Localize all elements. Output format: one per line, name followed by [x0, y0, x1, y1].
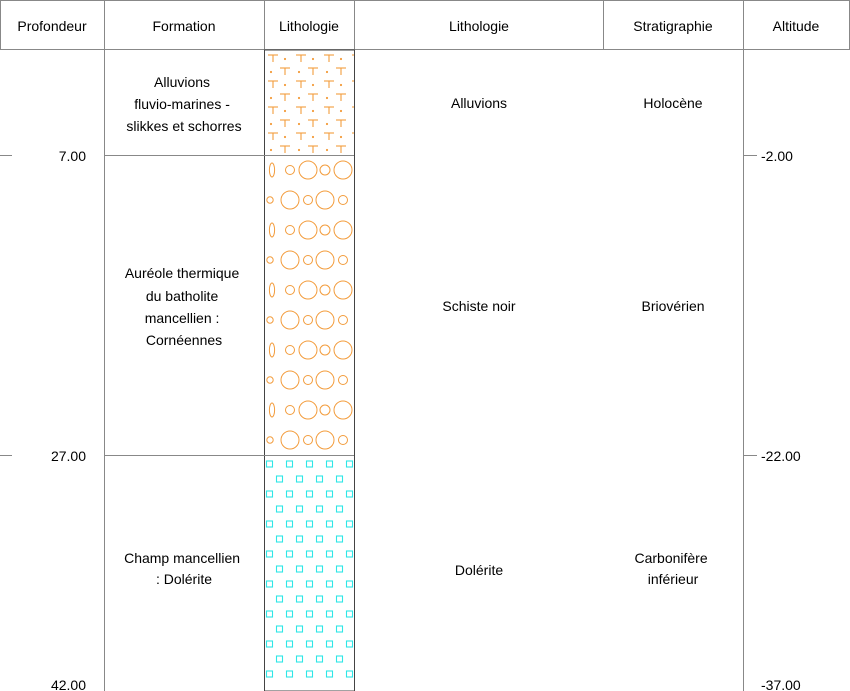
header-profondeur: Profondeur: [17, 18, 87, 34]
header-stratigraphie: Stratigraphie: [633, 18, 713, 34]
altitude-label: -37.00: [761, 677, 801, 691]
formation-text: Auréole thermique du batholite mancellie…: [125, 265, 243, 348]
header-row: Profondeur Formation Lithologie Litholog…: [0, 0, 850, 50]
lithology-text: Dolérite: [455, 562, 503, 578]
altitude-labels: -2.00 -22.00 -37.00: [761, 148, 801, 691]
depth-label: 27.00: [51, 448, 86, 464]
lithology-column-border: [264, 49, 355, 691]
formation-text: Alluvions fluvio-marines - slikkes et sc…: [126, 74, 241, 134]
t-dot-pattern: [265, 50, 354, 155]
column-borders: [104, 0, 744, 691]
formation-text: Champ mancellien : Dolérite: [124, 550, 244, 587]
lithology-text: Alluvions: [451, 95, 507, 111]
depth-labels: 7.00 27.00 42.00: [51, 148, 86, 691]
depth-label: 7.00: [59, 148, 86, 164]
boundary-lines: [0, 155, 757, 456]
altitude-label: -22.00: [761, 448, 801, 464]
header-lithologie-pattern: Lithologie: [279, 18, 339, 34]
stratigraphy-text: Holocène: [643, 95, 702, 111]
depth-label: 42.00: [51, 677, 86, 691]
circle-pattern: [265, 155, 354, 456]
layer-dolerite: Champ mancellien : Dolérite Dolérite Car…: [124, 456, 711, 682]
header-altitude: Altitude: [773, 18, 820, 34]
layer-alluvions: Alluvions fluvio-marines - slikkes et sc…: [126, 50, 703, 155]
stratigraphy-text: Briovérien: [641, 298, 704, 314]
square-pattern: [265, 456, 354, 682]
stratigraphy-text: Carbonifère inférieur: [634, 550, 711, 587]
layer-corneennes: Auréole thermique du batholite mancellie…: [125, 155, 705, 456]
lithology-text: Schiste noir: [442, 298, 515, 314]
header-lithologie: Lithologie: [449, 18, 509, 34]
altitude-label: -2.00: [761, 148, 793, 164]
header-formation: Formation: [152, 18, 215, 34]
